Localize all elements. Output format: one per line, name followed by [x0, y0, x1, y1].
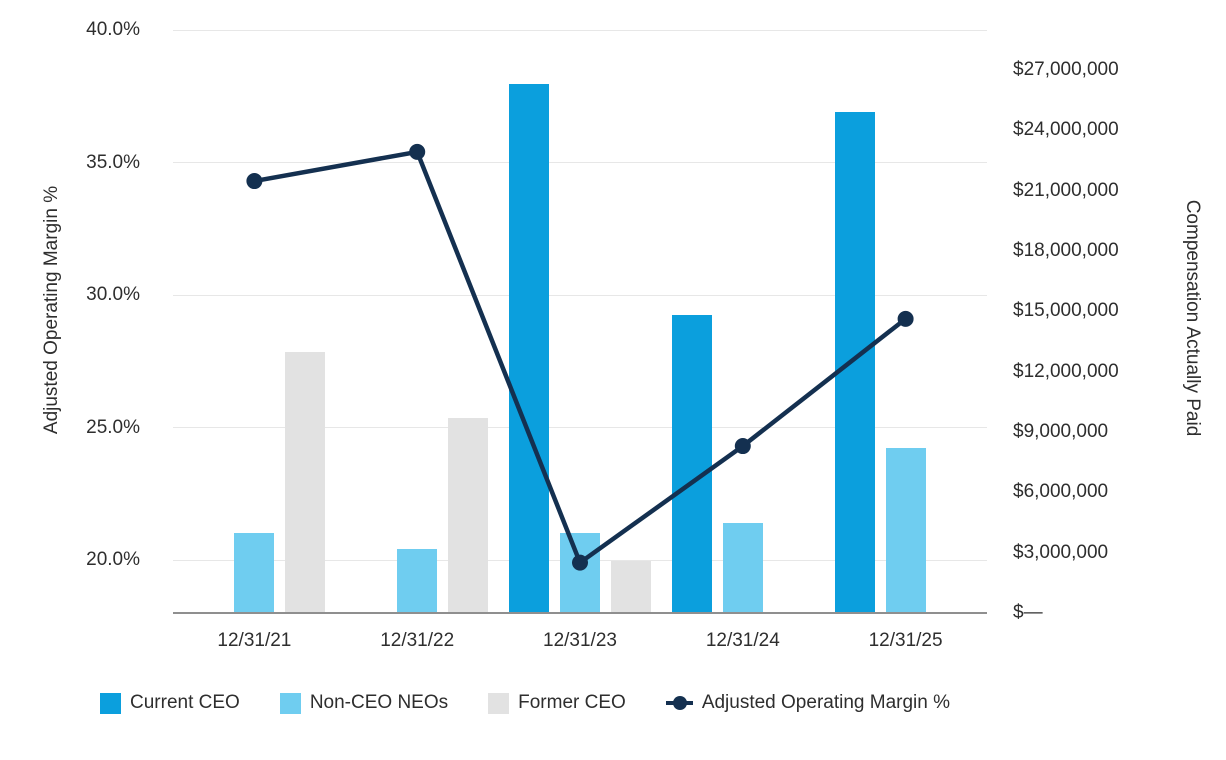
bar-former-ceo: [285, 351, 325, 613]
bar-non-ceo-neos: [234, 532, 275, 613]
current-ceo-swatch-icon: [100, 692, 121, 714]
x-axis-line: [173, 612, 987, 614]
bar-non-ceo-neos: [397, 548, 438, 613]
margin-line-marker: [246, 173, 263, 190]
legend-label: Former CEO: [518, 692, 626, 713]
right-axis-title: Compensation Actually Paid: [1182, 199, 1203, 437]
right-axis-tick: $3,000,000: [1013, 541, 1109, 563]
left-axis-tick: 35.0%: [86, 151, 140, 173]
left-axis-tick: 25.0%: [86, 416, 140, 438]
margin-line-series: [246, 143, 914, 571]
margin-line: [254, 149, 907, 567]
left-axis-tick: 20.0%: [86, 549, 140, 570]
right-axis-tick: $6,000,000: [1013, 481, 1109, 503]
former-ceo-swatch-icon: [488, 692, 510, 714]
legend-label: Adjusted Operating Margin %: [701, 692, 950, 713]
left-axis-tick: 30.0%: [86, 284, 140, 305]
margin-line-marker: [897, 310, 914, 327]
gridline: [173, 29, 987, 31]
gridline: [173, 294, 987, 296]
gridline: [173, 162, 987, 163]
left-axis-tick: 40.0%: [86, 19, 140, 40]
left-axis-title: Adjusted Operating Margin %: [41, 185, 62, 435]
gridline: [173, 427, 987, 428]
right-axis-tick: $15,000,000: [1013, 300, 1119, 322]
margin-line-marker: [572, 554, 588, 571]
legend-label: Current CEO: [130, 692, 240, 713]
bar-former-ceo: [447, 417, 488, 613]
line-marker-icon: [665, 692, 693, 714]
right-axis-tick: $9,000,000: [1013, 421, 1109, 442]
legend: Current CEO Non-CEO NEOs Former CEO Adju…: [100, 692, 950, 714]
right-axis-tick: $18,000,000: [1013, 240, 1119, 261]
right-axis-tick: $12,000,000: [1013, 360, 1119, 382]
legend-item-adjusted-operating-margin: Adjusted Operating Margin %: [665, 692, 950, 714]
bar-non-ceo-neos: [560, 532, 600, 613]
bar-non-ceo-neos: [722, 522, 763, 613]
right-axis-tick: $—: [1013, 602, 1043, 623]
x-axis-label: 12/31/22: [380, 630, 455, 651]
bar-non-ceo-neos: [885, 448, 926, 613]
right-axis-tick: $24,000,000: [1013, 119, 1119, 141]
right-axis-tick: $27,000,000: [1013, 59, 1119, 80]
margin-line-marker: [734, 438, 751, 455]
x-axis-label: 12/31/24: [705, 630, 780, 651]
bar-current-ceo: [672, 315, 713, 613]
x-axis-label: 12/31/23: [543, 630, 617, 651]
legend-item-current-ceo: Current CEO: [100, 692, 240, 714]
legend-item-non-ceo-neos: Non-CEO NEOs: [279, 692, 449, 714]
x-axis-label: 12/31/25: [868, 630, 943, 651]
non-ceo-neos-swatch-icon: [279, 692, 301, 714]
bar-former-ceo: [610, 560, 651, 613]
x-axis-label: 12/31/21: [217, 630, 292, 651]
right-axis-tick: $21,000,000: [1013, 179, 1119, 201]
legend-item-former-ceo: Former CEO: [488, 692, 626, 714]
legend-label: Non-CEO NEOs: [309, 692, 449, 713]
margin-line-marker: [409, 143, 426, 160]
bar-current-ceo: [509, 84, 550, 613]
bar-current-ceo: [835, 112, 875, 613]
